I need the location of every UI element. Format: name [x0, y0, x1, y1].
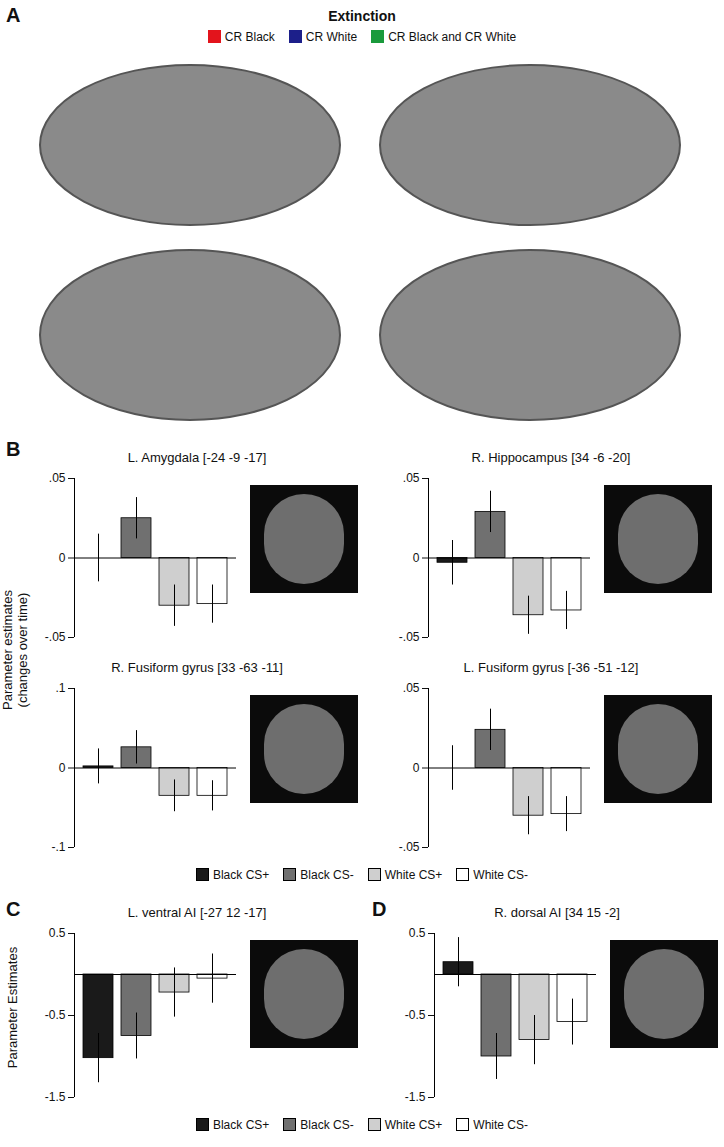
html-text:B: B — [6, 438, 21, 460]
html-text:C: C — [6, 898, 21, 920]
svg-text:-.05: -.05 — [45, 630, 66, 644]
svg-text:-1.5: -1.5 — [45, 1090, 66, 1104]
html-text:Black CS+: Black CS+ — [213, 1118, 270, 1132]
html-text:Parameter Estimates: Parameter Estimates — [4, 946, 20, 1069]
html-text:CR White: CR White — [305, 30, 358, 44]
svg-text:0: 0 — [413, 761, 420, 775]
svg-text:.1: .1 — [55, 681, 65, 695]
html-text:Black CS+: Black CS+ — [213, 868, 270, 882]
svg-text:-.1: -.1 — [51, 840, 65, 854]
html-text:Black CS-: Black CS- — [300, 868, 354, 882]
html-text:White CS+: White CS+ — [384, 1118, 443, 1132]
svg-text:-0.5: -0.5 — [45, 1008, 66, 1022]
html-text:D: D — [372, 898, 387, 920]
html-text:R. Fusiform gyrus [33 -63 -11]: R. Fusiform gyrus [33 -63 -11] — [111, 660, 283, 675]
html-text:CR Black and CR White: CR Black and CR White — [388, 30, 517, 44]
svg-text:-0.5: -0.5 — [405, 1008, 426, 1022]
svg-text:0: 0 — [413, 551, 420, 565]
svg-text:0: 0 — [59, 761, 66, 775]
svg-text:.05: .05 — [403, 471, 420, 485]
svg-text:-1.5: -1.5 — [405, 1090, 426, 1104]
html-text:White CS-: White CS- — [473, 868, 528, 882]
svg-text:-.05: -.05 — [399, 630, 420, 644]
svg-text:-.05: -.05 — [399, 840, 420, 854]
html-text:White CS+: White CS+ — [384, 868, 443, 882]
html-text:A: A — [6, 4, 21, 26]
svg-text:0.5: 0.5 — [49, 926, 66, 940]
svg-text:.05: .05 — [49, 471, 66, 485]
html-text:(changes over time): (changes over time) — [15, 592, 30, 708]
html-text:Parameter estimates: Parameter estimates — [0, 590, 15, 710]
html-text:CR Black: CR Black — [224, 30, 275, 44]
html-text:Black CS-: Black CS- — [300, 1118, 354, 1132]
html-text:L. Amygdala [-24 -9 -17]: L. Amygdala [-24 -9 -17] — [127, 450, 267, 465]
html-text:R. Hippocampus [34 -6 -20]: R. Hippocampus [34 -6 -20] — [471, 450, 631, 465]
html-text:L. Fusiform gyrus [-36 -51 -12: L. Fusiform gyrus [-36 -51 -12] — [463, 660, 639, 675]
svg-text:0: 0 — [59, 551, 66, 565]
html-text:White CS-: White CS- — [473, 1118, 528, 1132]
svg-text:.05: .05 — [403, 681, 420, 695]
html-text:R. dorsal AI [34 15 -2]: R. dorsal AI [34 15 -2] — [494, 905, 620, 920]
html-text:Extinction: Extinction — [328, 8, 396, 24]
html-text:L. ventral AI [-27 12 -17]: L. ventral AI [-27 12 -17] — [127, 905, 267, 920]
svg-text:0.5: 0.5 — [409, 926, 426, 940]
